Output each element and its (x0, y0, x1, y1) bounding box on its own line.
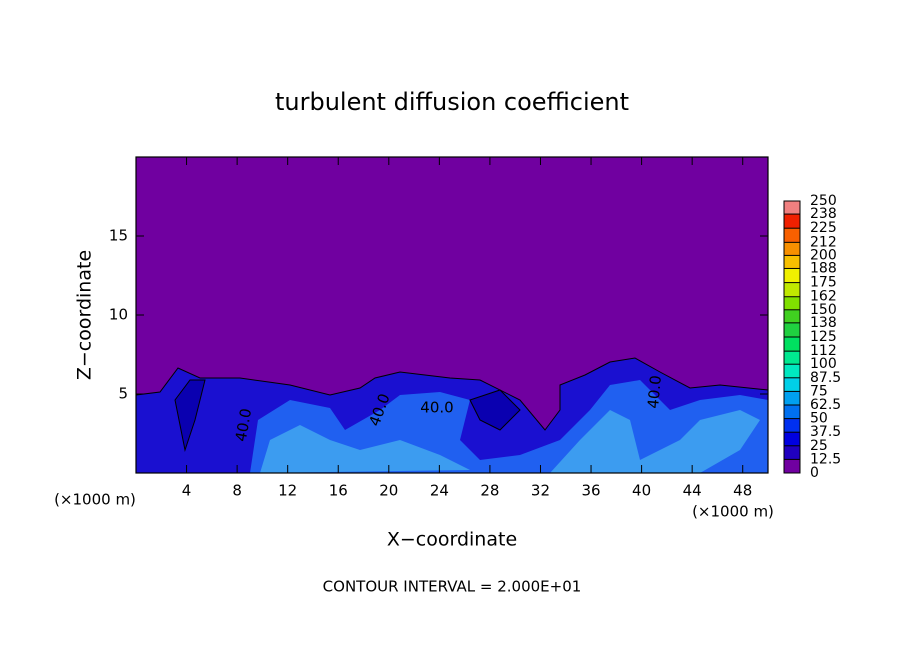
x-tick-label: 20 (379, 482, 398, 500)
colorbar-label: 75 (810, 383, 828, 399)
colorbar-swatch (784, 242, 800, 256)
colorbar-swatch (784, 432, 800, 446)
colorbar-label: 175 (810, 275, 837, 291)
x-tick-label: 32 (531, 482, 550, 500)
colorbar-label: 12.5 (810, 451, 841, 467)
colorbar-label: 200 (810, 247, 837, 263)
x-tick-label: 8 (232, 482, 242, 500)
x-tick-label: 16 (329, 482, 348, 500)
contour-label: 40.0 (644, 375, 665, 410)
colorbar-label: 138 (810, 315, 837, 331)
colorbar-swatch (784, 282, 800, 297)
x-tick-label: 44 (683, 482, 702, 500)
colorbar-swatch (784, 337, 800, 352)
contour-label: 40.0 (420, 399, 453, 417)
colorbar-label: 150 (810, 302, 837, 318)
y-tick-label: 15 (109, 227, 128, 245)
colorbar-swatch (784, 364, 800, 378)
colorbar-label: 62.5 (810, 397, 841, 413)
colorbar-swatch (784, 391, 800, 405)
colorbar-swatch (784, 459, 800, 473)
colorbar-swatch (784, 351, 800, 365)
y-tick-label: 10 (109, 306, 128, 324)
x-tick-label: 12 (278, 482, 297, 500)
footer-note: CONTOUR INTERVAL = 2.000E+01 (323, 578, 582, 596)
colorbar-label: 87.5 (810, 370, 841, 386)
x-tick-label: 24 (430, 482, 449, 500)
colorbar-label: 25 (810, 438, 828, 454)
colorbar-label: 125 (810, 329, 837, 345)
colorbar-label: 0 (810, 465, 819, 481)
turbulent-peak (260, 410, 760, 473)
colorbar-label: 238 (810, 206, 837, 222)
colorbar-swatch (784, 296, 800, 310)
colorbar-swatch (784, 322, 800, 337)
field (135, 156, 769, 474)
low-pocket (174, 379, 521, 452)
x-unit: (×1000 m) (692, 503, 774, 521)
colorbar-swatch (784, 255, 800, 269)
colorbar-swatch (784, 228, 800, 243)
colorbar-swatch (784, 418, 800, 433)
colorbar-label: 50 (810, 411, 828, 427)
y-axis-label: Z−coordinate (74, 250, 96, 380)
x-axis-label: X−coordinate (387, 529, 517, 551)
colorbar-label: 37.5 (810, 424, 841, 440)
colorbar-label: 212 (810, 234, 837, 250)
x-tick-label: 36 (581, 482, 600, 500)
colorbar-swatch (784, 214, 800, 229)
colorbar-swatch (784, 377, 800, 392)
colorbar-label: 188 (810, 260, 837, 276)
colorbar-swatch (784, 445, 800, 460)
colorbar-swatch (784, 309, 800, 323)
colorbar-swatch (784, 268, 800, 283)
x-tick-label: 28 (480, 482, 499, 500)
colorbar-label: 100 (810, 356, 837, 372)
x-tick-label: 48 (733, 482, 752, 500)
colorbar-label: 162 (810, 289, 837, 305)
colorbar-label: 112 (810, 343, 837, 359)
colorbar-swatch (784, 201, 800, 215)
x-tick-label: 40 (632, 482, 651, 500)
y-tick-label: 5 (118, 385, 128, 403)
colorbar-label: 225 (810, 220, 837, 236)
x-tick-label: 4 (182, 482, 192, 500)
colorbar-label: 250 (810, 193, 837, 209)
contour-label: 40.0 (232, 407, 256, 443)
chart-title: turbulent diffusion coefficient (275, 88, 629, 116)
x-unit: (×1000 m) (54, 491, 136, 509)
colorbar-swatch (784, 405, 800, 419)
